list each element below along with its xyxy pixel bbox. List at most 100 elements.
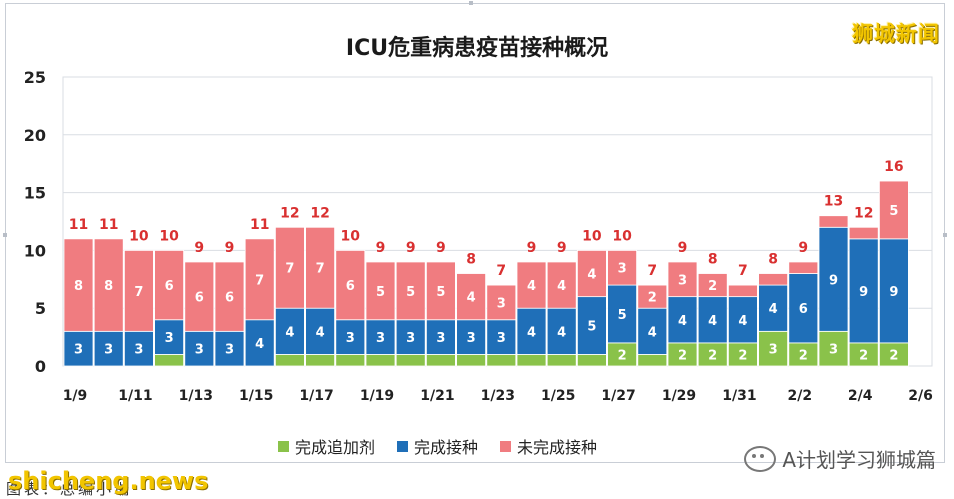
legend: 完成追加剂 完成接种 未完成接种 (278, 434, 597, 458)
data-label-vaccinated: 4 (527, 325, 536, 340)
bar-unvaccinated (395, 261, 426, 321)
total-label: 9 (527, 240, 537, 256)
bar-unvaccinated (728, 284, 758, 298)
data-label-vaccinated: 4 (769, 302, 778, 317)
legend-swatch-booster (278, 440, 289, 452)
chart-caption: 图表：总编小瑞 (6, 480, 133, 498)
legend-item-unvaccinated: 未完成接种 (500, 434, 597, 458)
frame-handle-left[interactable] (3, 233, 7, 237)
data-label-vaccinated: 4 (738, 314, 747, 329)
x-tick-label: 1/23 (481, 388, 515, 404)
bar-vaccinated (546, 307, 577, 355)
data-label-booster: 2 (738, 348, 747, 363)
bar-unvaccinated (335, 249, 366, 321)
x-tick-label: 1/9 (63, 388, 88, 404)
data-label-unvaccinated: 5 (889, 204, 898, 219)
bar-vaccinated (486, 319, 517, 355)
data-label-unvaccinated: 5 (406, 285, 415, 300)
total-label: 7 (647, 263, 657, 279)
total-label: 16 (884, 159, 903, 175)
total-label: 11 (69, 217, 88, 233)
total-label: 9 (557, 240, 567, 256)
total-label: 11 (250, 217, 269, 233)
bar-vaccinated (637, 307, 668, 355)
bar-unvaccinated (516, 261, 547, 309)
bar-vaccinated (63, 330, 94, 367)
bar-booster (425, 354, 456, 367)
bar-unvaccinated (879, 180, 909, 240)
data-label-unvaccinated: 2 (648, 291, 657, 306)
total-label: 12 (854, 205, 873, 221)
bar-booster (365, 354, 396, 367)
bar-unvaccinated (577, 249, 607, 298)
wechat-icon (744, 445, 777, 472)
data-label-vaccinated: 3 (346, 331, 355, 346)
data-label-vaccinated: 3 (467, 331, 476, 346)
x-tick-label: 1/21 (420, 388, 454, 404)
x-tick-label: 1/13 (179, 388, 213, 404)
data-label-vaccinated: 3 (165, 331, 174, 346)
y-tick-label: 20 (24, 126, 46, 145)
bar-unvaccinated (154, 249, 185, 321)
bar-vaccinated (818, 226, 849, 332)
data-label-vaccinated: 4 (316, 325, 325, 340)
data-label-booster: 2 (708, 348, 717, 363)
bar-vaccinated (848, 238, 879, 344)
bar-unvaccinated (456, 273, 487, 321)
data-label-unvaccinated: 3 (678, 273, 687, 288)
x-tick-label: 1/31 (722, 388, 756, 404)
bar-vaccinated (244, 319, 275, 367)
data-label-vaccinated: 4 (648, 325, 657, 340)
data-label-vaccinated: 3 (195, 343, 204, 358)
watermark-bottom: shicheng.news (8, 467, 209, 495)
bar-vaccinated (93, 330, 124, 367)
data-label-vaccinated: 3 (74, 343, 83, 358)
total-label: 10 (159, 228, 179, 244)
data-label-vaccinated: 9 (889, 285, 898, 300)
bar-unvaccinated (93, 238, 124, 332)
data-label-booster: 3 (829, 343, 838, 358)
bar-booster (456, 354, 487, 367)
x-tick-label: 1/19 (360, 388, 394, 404)
bar-vaccinated (667, 296, 698, 344)
bar-booster (154, 354, 185, 367)
data-label-unvaccinated: 3 (497, 296, 506, 311)
data-label-vaccinated: 3 (104, 343, 113, 358)
legend-item-booster: 完成追加剂 (278, 434, 375, 458)
data-label-booster: 2 (618, 348, 627, 363)
total-label: 7 (738, 263, 748, 279)
legend-label-booster: 完成追加剂 (295, 438, 376, 457)
bar-unvaccinated (184, 261, 215, 332)
bar-booster (758, 330, 788, 367)
bar-unvaccinated (788, 261, 819, 274)
total-label: 9 (406, 240, 416, 256)
total-label: 10 (341, 228, 361, 244)
total-label: 8 (768, 252, 778, 268)
y-tick-label: 15 (24, 184, 46, 203)
total-label: 9 (194, 240, 204, 256)
chart-title: ICU危重病患疫苗接种概况 (345, 36, 609, 61)
bar-booster (516, 354, 547, 367)
bar-vaccinated (788, 273, 819, 344)
frame-handle-right[interactable] (943, 233, 947, 237)
bar-unvaccinated (667, 261, 698, 298)
bar-vaccinated (456, 319, 487, 355)
total-label: 12 (310, 205, 329, 221)
total-label: 10 (129, 228, 149, 244)
total-label: 11 (99, 217, 118, 233)
x-tick-label: 1/29 (662, 388, 696, 404)
bar-unvaccinated (697, 273, 728, 298)
total-label: 8 (708, 252, 718, 268)
data-label-booster: 2 (678, 348, 687, 363)
bar-vaccinated (365, 319, 396, 355)
x-tick-label: 2/4 (848, 388, 873, 404)
data-label-booster: 3 (769, 343, 778, 358)
legend-item-vaccinated: 完成接种 (397, 434, 478, 458)
x-tick-label: 1/15 (239, 388, 273, 404)
bar-booster (395, 354, 426, 367)
y-tick-label: 5 (35, 299, 46, 318)
data-label-unvaccinated: 6 (165, 279, 174, 294)
data-label-vaccinated: 3 (225, 343, 234, 358)
frame-handle-top[interactable] (469, 1, 473, 5)
